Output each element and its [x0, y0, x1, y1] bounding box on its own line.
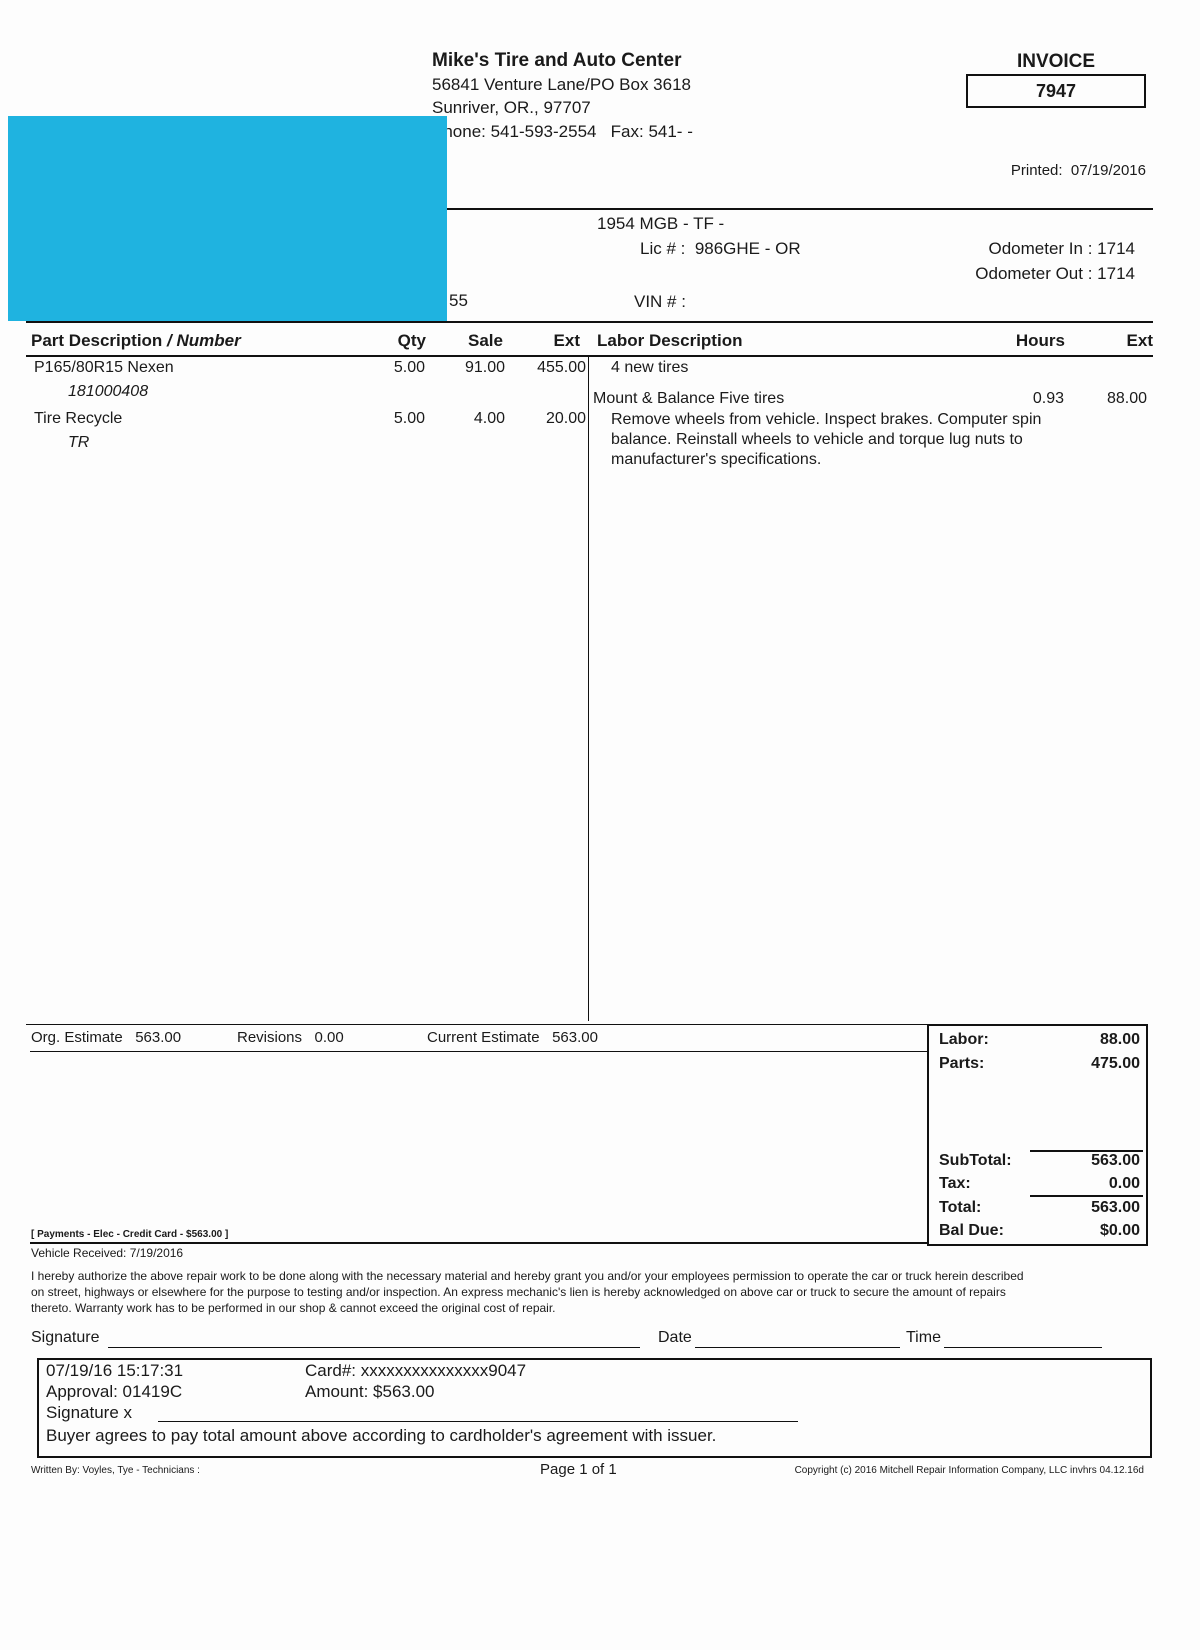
authorization-text: I hereby authorize the above repair work…	[31, 1269, 1024, 1283]
labor-detail: Remove wheels from vehicle. Inspect brak…	[611, 411, 1042, 428]
total-label: Total:	[939, 1199, 982, 1216]
balance-label: Bal Due:	[939, 1222, 1004, 1239]
labor-note: 4 new tires	[611, 359, 689, 376]
labor-description: Mount & Balance Five tires	[593, 390, 785, 407]
divider	[26, 355, 1153, 357]
labor-hours: 0.93	[1032, 390, 1064, 407]
approval-code: Approval: 01419C	[46, 1382, 183, 1401]
part-description: Tire Recycle	[34, 410, 123, 427]
balance-due: $0.00	[1099, 1222, 1140, 1239]
parts-total-label: Parts:	[939, 1055, 985, 1072]
column-divider	[588, 356, 589, 1021]
shop-phone: Phone: 541-593-2554 Fax: 541- -	[432, 122, 693, 141]
labor-detail: manufacturer's specifications.	[611, 451, 822, 468]
invoice-number: 7947	[966, 74, 1146, 108]
payments-note: [ Payments - Elec - Credit Card - $563.0…	[31, 1229, 229, 1240]
tax-label: Tax:	[939, 1175, 971, 1192]
labor-ext-header: Ext	[1126, 331, 1153, 350]
part-description: P165/80R15 Nexen	[34, 359, 174, 376]
written-by: Written By: Voyles, Tye - Technicians :	[31, 1465, 200, 1476]
partial-customer-text: 55	[449, 291, 468, 310]
date-label: Date	[658, 1329, 692, 1346]
subtotal: 563.00	[1091, 1152, 1140, 1169]
invoice-label: INVOICE	[1016, 51, 1096, 72]
card-agreement: Buyer agrees to pay total amount above a…	[46, 1426, 717, 1445]
authorization-text: on street, highways or elsewhere for the…	[31, 1285, 1006, 1299]
sale-header: Sale	[468, 331, 503, 350]
vehicle-description: 1954 MGB - TF -	[597, 214, 725, 233]
card-signature-line[interactable]	[158, 1421, 798, 1422]
revisions: Revisions 0.00	[237, 1029, 344, 1046]
qty-header: Qty	[397, 331, 426, 350]
tax: 0.00	[1108, 1175, 1140, 1192]
transaction-datetime: 07/19/16 15:17:31	[46, 1361, 184, 1380]
license: Lic # : 986GHE - OR	[640, 239, 801, 258]
part-number: 181000408	[68, 383, 149, 400]
time-label: Time	[906, 1329, 941, 1346]
labor-detail: balance. Reinstall wheels to vehicle and…	[611, 431, 1023, 448]
part-sale: 91.00	[464, 359, 505, 376]
divider	[30, 1051, 927, 1052]
divider	[26, 321, 1153, 323]
odometer-in: Odometer In : 1714	[988, 239, 1136, 258]
signature-line[interactable]	[108, 1347, 640, 1348]
current-estimate: Current Estimate 563.00	[427, 1029, 598, 1046]
authorization-text: thereto. Warranty work has to be perform…	[31, 1301, 556, 1315]
shop-address: 56841 Venture Lane/PO Box 3618	[432, 75, 691, 94]
date-line[interactable]	[695, 1347, 900, 1348]
part-number: TR	[68, 434, 90, 451]
amount: Amount: $563.00	[305, 1382, 435, 1401]
card-signature-label: Signature x	[46, 1403, 132, 1422]
divider	[1030, 1195, 1143, 1197]
parts-total: 475.00	[1091, 1055, 1140, 1072]
copyright: Copyright (c) 2016 Mitchell Repair Infor…	[794, 1465, 1144, 1476]
divider	[26, 1024, 927, 1025]
page-number: Page 1 of 1	[540, 1461, 617, 1478]
ext-header: Ext	[553, 331, 580, 350]
vehicle-received: Vehicle Received: 7/19/2016	[31, 1246, 184, 1260]
part-qty: 5.00	[393, 410, 425, 427]
totals-box	[927, 1024, 1148, 1246]
part-ext: 20.00	[545, 410, 586, 427]
org-estimate: Org. Estimate 563.00	[31, 1029, 182, 1046]
labor-total: 88.00	[1099, 1031, 1140, 1048]
total: 563.00	[1091, 1199, 1140, 1216]
part-ext: 455.00	[537, 359, 586, 376]
subtotal-label: SubTotal:	[939, 1152, 1012, 1169]
part-sale: 4.00	[473, 410, 505, 427]
shop-name: Mike's Tire and Auto Center	[432, 50, 682, 71]
time-line[interactable]	[944, 1347, 1102, 1348]
divider	[30, 1242, 927, 1244]
labor-header: Labor Description	[597, 331, 743, 350]
card-number: Card#: xxxxxxxxxxxxxxx9047	[305, 1361, 527, 1380]
odometer-out: Odometer Out : 1714	[975, 264, 1135, 283]
parts-header: Part Description / Number	[31, 331, 241, 350]
hours-header: Hours	[1015, 331, 1065, 350]
divider	[1030, 1150, 1143, 1152]
vin: VIN # :	[634, 292, 686, 311]
redaction-block	[8, 116, 447, 321]
divider	[447, 208, 1153, 210]
shop-city: Sunriver, OR., 97707	[432, 98, 591, 117]
part-qty: 5.00	[393, 359, 425, 376]
labor-ext: 88.00	[1106, 390, 1147, 407]
signature-label: Signature	[31, 1329, 100, 1346]
printed-date: Printed: 07/19/2016	[1010, 162, 1146, 179]
labor-total-label: Labor:	[939, 1031, 989, 1048]
card-receipt-box	[37, 1358, 1152, 1458]
